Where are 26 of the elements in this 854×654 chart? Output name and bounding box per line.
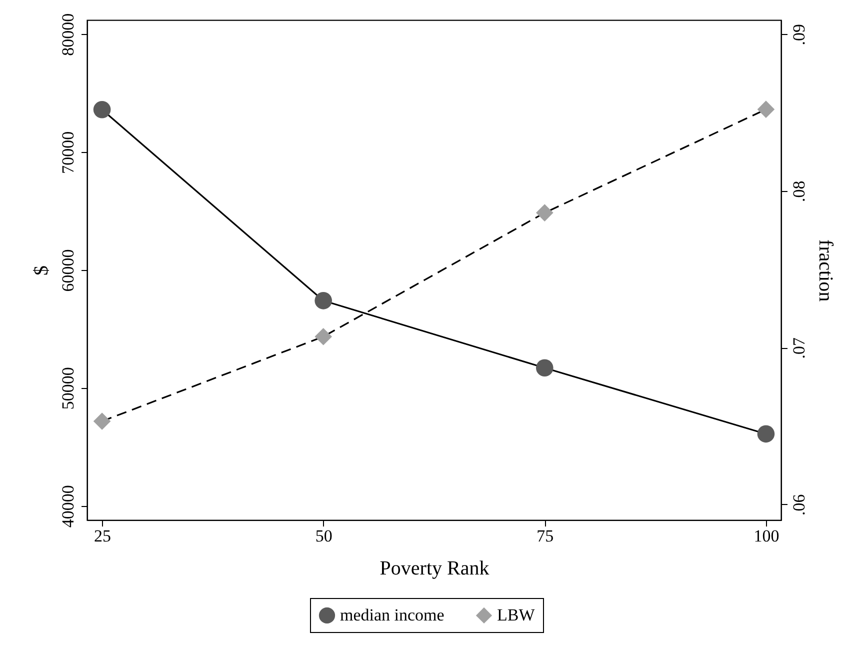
x-tick-label: 25 — [94, 526, 112, 546]
y-tick-label: 60000 — [58, 249, 78, 292]
y-tick-label: 50000 — [58, 367, 78, 410]
y2-tick-label: .08 — [790, 180, 808, 202]
point — [314, 292, 332, 310]
y-tick-label: 70000 — [58, 131, 78, 174]
y2-axis-title: fraction — [814, 239, 836, 302]
x-tick-label: 75 — [536, 526, 554, 546]
point — [93, 412, 111, 430]
y-tick-label: 80000 — [58, 13, 78, 56]
y2-tick-label: .07 — [790, 336, 808, 359]
y-tick-label: 40000 — [58, 485, 78, 528]
x-axis-title: Poverty Rank — [380, 558, 490, 580]
point — [536, 204, 554, 222]
point — [757, 425, 775, 443]
y-axis-title: $ — [30, 266, 52, 276]
point — [536, 359, 554, 377]
x-tick-label: 100 — [754, 526, 780, 546]
legend-label: LBW — [497, 605, 536, 624]
y2-tick-label: .09 — [790, 24, 808, 46]
point — [757, 100, 775, 118]
x-tick-label: 50 — [315, 526, 332, 546]
y2-tick-label: .06 — [790, 494, 808, 516]
point — [93, 100, 111, 118]
point — [314, 328, 332, 346]
legend-label: median income — [340, 605, 444, 624]
